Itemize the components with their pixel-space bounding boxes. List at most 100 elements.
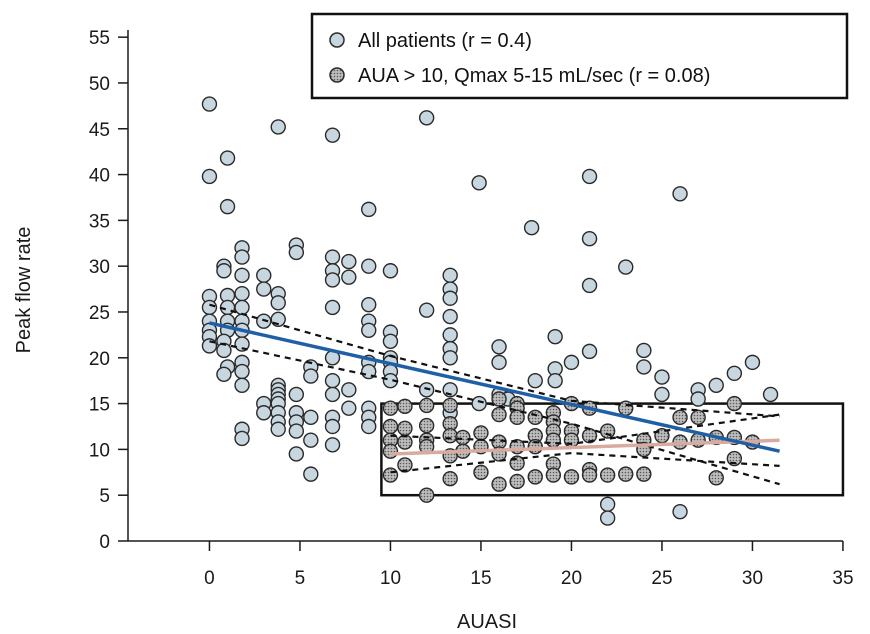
subset-data-point — [527, 409, 543, 426]
data-point — [216, 263, 232, 279]
subset-data-point — [599, 423, 616, 439]
data-point — [341, 253, 357, 270]
subset-data-point — [599, 467, 616, 483]
data-point — [361, 322, 377, 339]
subset-region-box — [380, 402, 845, 497]
data-point — [442, 327, 458, 343]
data-point — [581, 230, 598, 247]
data-point — [256, 405, 272, 421]
data-point — [618, 259, 634, 275]
data-point — [234, 285, 250, 302]
data-point — [581, 277, 598, 294]
x-tick-label: 0 — [204, 568, 215, 589]
subset-data-point — [527, 469, 543, 485]
data-point — [324, 272, 341, 288]
data-point — [547, 329, 563, 345]
legend-label-all-patients: All patients (r = 0.4) — [358, 30, 532, 52]
subset-data-point — [509, 473, 525, 490]
data-point — [361, 296, 377, 313]
subset-data-point — [397, 434, 413, 450]
data-point — [201, 299, 218, 316]
y-tick-label: 30 — [89, 257, 110, 278]
x-tick-label: 30 — [742, 568, 763, 589]
data-point — [303, 432, 319, 448]
subset-data-point — [672, 409, 688, 426]
data-point — [690, 391, 706, 407]
confidence-band-line — [209, 303, 780, 418]
subset-data-point — [581, 467, 598, 483]
data-point — [762, 386, 779, 403]
confidence-band-line — [390, 413, 780, 445]
data-point — [288, 244, 305, 261]
data-point — [563, 354, 580, 371]
subset-data-point — [397, 457, 413, 473]
y-tick-label: 20 — [89, 349, 110, 370]
legend-marker-subset — [329, 67, 345, 83]
x-tick-label: 10 — [380, 568, 401, 589]
subset-data-point — [418, 417, 435, 434]
data-point — [491, 354, 507, 371]
subset-data-point — [382, 418, 399, 435]
data-point — [599, 510, 616, 526]
data-point — [471, 175, 487, 191]
data-point — [303, 466, 319, 482]
data-point — [324, 299, 341, 316]
subset-data-point — [473, 464, 489, 480]
data-point — [234, 377, 250, 393]
subset-data-point — [442, 397, 458, 414]
data-point — [201, 338, 218, 354]
y-tick-label: 0 — [99, 532, 110, 553]
subset-data-point — [442, 427, 458, 444]
data-point — [270, 421, 286, 437]
y-tick-label: 35 — [89, 211, 110, 232]
axes: 0 5 10 15 20 25 30 35 40 45 50 55 0 5 10 15 20 25 30 35 — [89, 28, 854, 589]
data-point — [256, 267, 272, 284]
subset-data-point — [545, 432, 562, 448]
data-point — [303, 409, 319, 426]
data-point — [234, 249, 250, 265]
subset-data-point — [618, 466, 634, 482]
all-patients-fit-line — [209, 321, 780, 453]
y-tick-label: 45 — [89, 120, 110, 141]
y-tick-label: 50 — [89, 74, 110, 95]
subset-data-point — [455, 429, 471, 446]
data-point — [418, 382, 435, 398]
data-point — [219, 198, 236, 215]
data-point — [288, 446, 305, 462]
subset-data-point — [491, 391, 507, 407]
data-point — [581, 343, 598, 360]
data-point — [726, 365, 743, 382]
data-point — [324, 386, 341, 403]
data-point — [708, 377, 724, 393]
subset-data-point — [418, 487, 435, 503]
data-point — [547, 372, 563, 389]
subset-data-point — [636, 466, 652, 482]
data-point — [442, 290, 458, 306]
data-point — [361, 258, 377, 274]
x-tick-label: 15 — [470, 568, 491, 589]
subset-data-point — [397, 398, 413, 415]
regression-lines — [209, 321, 780, 456]
subset-data-point — [726, 395, 743, 412]
data-point — [361, 201, 377, 218]
data-point — [382, 263, 399, 279]
confidence-band-lines — [209, 303, 780, 486]
x-tick-label: 25 — [651, 568, 672, 589]
data-point — [234, 299, 250, 316]
data-point — [471, 395, 487, 412]
subset-points — [382, 391, 761, 503]
subset-data-point — [563, 469, 580, 485]
subset-data-point — [545, 467, 562, 483]
data-point — [361, 418, 377, 435]
data-point — [599, 496, 616, 513]
subset-data-point — [618, 400, 634, 416]
subset-data-point — [491, 406, 507, 423]
data-point — [523, 220, 540, 236]
data-point — [442, 350, 458, 366]
data-point — [270, 119, 286, 135]
confidence-band-line — [390, 451, 780, 474]
x-tick-label: 20 — [561, 568, 582, 589]
subset-data-point — [473, 425, 489, 441]
data-point — [201, 96, 218, 112]
